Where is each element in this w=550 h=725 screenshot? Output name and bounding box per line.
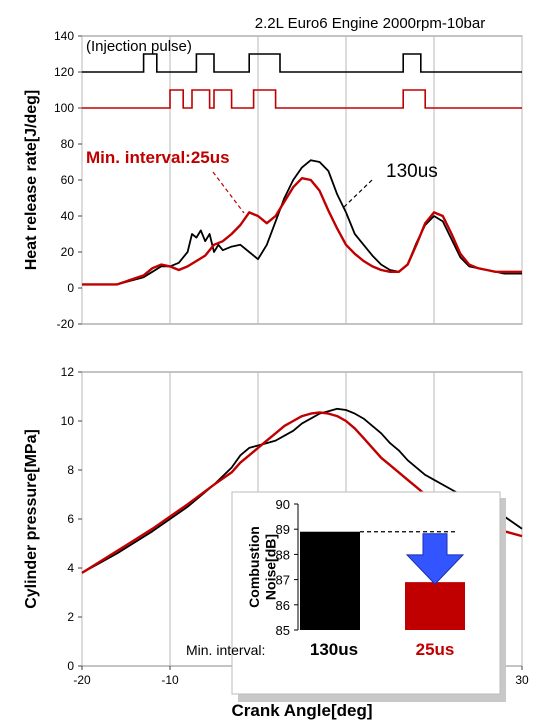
y-tick-label: 40 [61,209,75,223]
black-series-annotation: 130us [386,161,438,182]
heat-release-y-label: Heat release rate[J/deg] [23,90,40,271]
category-label-25us: 25us [416,640,455,659]
x-tick-label: -20 [73,673,91,687]
injection-pulse-line [82,53,522,73]
series-line [81,407,523,574]
y-tick-label: 100 [54,101,74,115]
series-line [82,176,522,286]
y-tick-label: 60 [61,173,75,187]
y-tick-label: 90 [276,497,290,512]
injection-pulse-line [82,89,522,109]
series-line [82,159,522,286]
y-tick-label: 80 [61,137,75,151]
black-annotation-leader [343,179,373,208]
y-tick-label: 4 [67,561,74,575]
cylinder-pressure-y-label: Cylinder pressure[MPa] [23,429,40,609]
y-tick-label: -20 [57,317,75,331]
y-tick-label: 85 [276,623,290,638]
combustion-noise-y-ticks: 85 86 87 88 89 90 [276,497,299,638]
cylinder-pressure-y-ticks: 0 2 4 6 8 10 12 [61,365,82,673]
y-tick-label: 87 [276,573,290,588]
reduction-arrow-icon [405,533,465,585]
heat-release-chart: -20 0 20 40 60 80 100 120 140 2.2L Euro6 Engine … [23,15,523,331]
heat-release-grid [81,36,523,324]
y-tick-label: 2 [67,610,74,624]
combustion-noise-y-label: CombustionNoise[dB] [246,526,278,608]
bar [300,531,360,630]
injection-pulses [82,53,522,109]
y-tick-label: 10 [61,414,75,428]
heat-release-series [82,159,522,286]
x-tick-label: 30 [515,673,529,687]
y-tick-label: 8 [67,463,74,477]
combustion-noise-inset: 85 86 87 88 89 90 CombustionNoise[dB] Min. in… [186,491,506,702]
min-interval-label: Min. interval: [186,642,265,658]
category-label-130us: 130us [310,640,358,659]
crank-angle-x-label: Crank Angle[deg] [231,701,372,720]
y-tick-label: 20 [61,245,75,259]
y-tick-label: 89 [276,522,290,537]
y-tick-label: 88 [276,547,290,562]
combustion-noise-bars [300,531,465,630]
y-tick-label: 86 [276,598,290,613]
y-tick-label: 0 [67,659,74,673]
heat-release-y-ticks: -20 0 20 40 60 80 100 120 140 [54,29,82,331]
y-tick-label: 120 [54,65,74,79]
chart-title: 2.2L Euro6 Engine 2000rpm-10bar [255,15,485,32]
y-tick-label: 6 [67,512,74,526]
x-tick-label: -10 [161,673,179,687]
y-tick-label: 140 [54,29,74,43]
bar [405,582,465,630]
injection-pulse-label: (Injection pulse) [86,38,192,55]
y-tick-label: 12 [61,365,75,379]
red-series-annotation: Min. interval:25us [86,148,230,167]
red-annotation-leader [212,171,245,214]
y-tick-label: 0 [67,281,74,295]
heat-release-plot-area [81,35,523,325]
